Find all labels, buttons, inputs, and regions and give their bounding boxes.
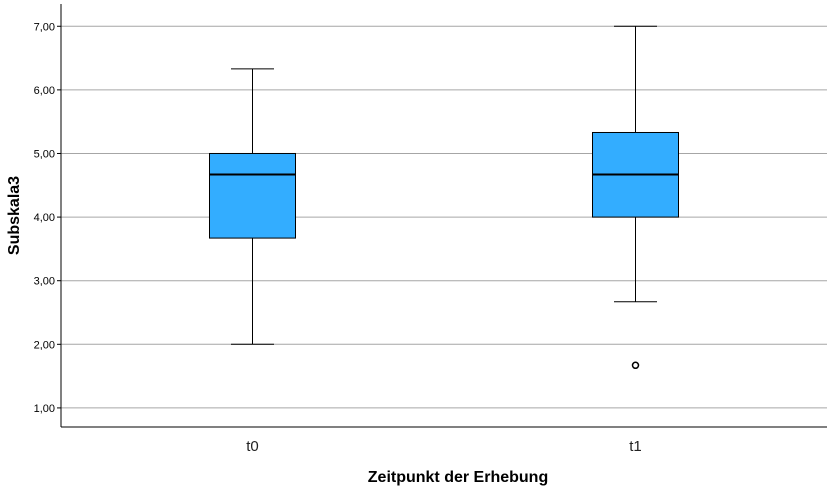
y-tick-label: 2,00 [34, 339, 55, 351]
iqr-box [209, 152, 296, 239]
x-tick-label: t1 [629, 438, 642, 455]
x-tick-label: t0 [246, 438, 259, 455]
box-t1 [592, 25, 679, 370]
y-tick-label: 5,00 [34, 148, 55, 160]
y-tick-label: 6,00 [34, 85, 55, 97]
y-axis-ticks: 1,00 2,00 3,00 4,00 5,00 6,00 7,00 [34, 21, 61, 415]
y-axis-title: Subskala3 [6, 176, 23, 255]
y-tick-label: 4,00 [34, 212, 55, 224]
box-t0 [209, 68, 296, 345]
boxes [209, 25, 679, 370]
gridlines [61, 25, 827, 409]
x-axis-title: Zeitpunkt der Erhebung [368, 469, 548, 486]
y-tick-label: 7,00 [34, 21, 55, 33]
outlier-point [631, 361, 640, 370]
y-tick-label: 3,00 [34, 276, 55, 288]
y-tick-label: 1,00 [34, 403, 55, 415]
x-axis-tick-labels: t0 t1 [246, 438, 642, 455]
